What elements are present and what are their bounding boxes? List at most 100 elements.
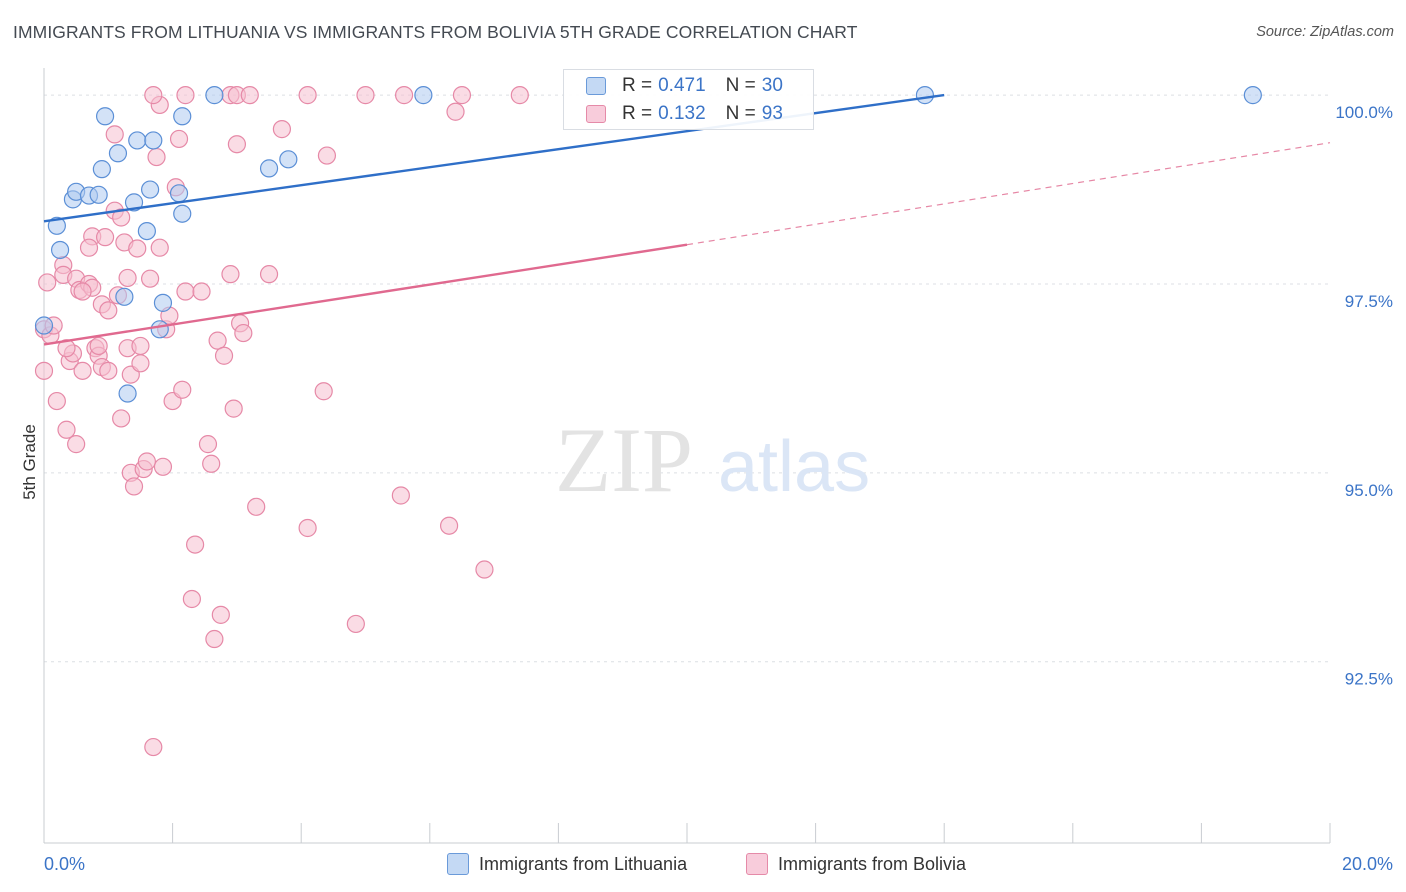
gridlines: [44, 94, 1330, 663]
lithuania-point: [150, 320, 169, 339]
bottom-swatch-lithuania: [447, 853, 469, 875]
lithuania-point: [108, 144, 128, 163]
lithuania-point: [95, 107, 115, 126]
x-tick-label-min: 0.0%: [44, 854, 85, 874]
legend-swatch-lithuania: [586, 77, 606, 95]
legend-r-lithuania: 0.471: [658, 75, 706, 96]
bolivia-point: [176, 86, 195, 105]
bolivia-point: [234, 323, 253, 343]
lithuania-point: [1243, 86, 1262, 105]
legend-n-lithuania: 30: [761, 75, 783, 96]
bolivia-points: [34, 86, 529, 757]
bolivia-point: [446, 102, 465, 121]
lithuania-points: [34, 86, 1262, 403]
bolivia-point: [510, 86, 529, 105]
lithuania-point: [205, 86, 224, 105]
bolivia-point: [186, 535, 205, 554]
bottom-label-lithuania: Immigrants from Lithuania: [479, 853, 688, 874]
lithuania-point: [115, 287, 134, 306]
bolivia-point: [169, 129, 189, 149]
bottom-legend-bolivia: Immigrants from Bolivia: [746, 851, 966, 877]
watermark-zip: ZIP: [555, 409, 693, 511]
lithuania-point: [259, 159, 279, 178]
bolivia-point: [95, 228, 115, 247]
bolivia-point: [153, 457, 173, 476]
bottom-legend-lithuania: Immigrants from Lithuania: [447, 851, 687, 877]
bolivia-point: [79, 238, 99, 257]
legend-r-label: R =: [622, 75, 653, 96]
bottom-label-bolivia: Immigrants from Bolivia: [778, 853, 967, 874]
y-tick-label: 97.5%: [1345, 292, 1393, 311]
bolivia-point: [137, 452, 156, 471]
bolivia-point: [214, 346, 234, 365]
bolivia-point: [356, 86, 375, 105]
bolivia-point: [150, 238, 169, 257]
bolivia-point: [131, 336, 150, 356]
bolivia-point: [38, 273, 57, 292]
source-label: Source: ZipAtlas.com: [1256, 24, 1394, 40]
bolivia-point: [192, 282, 211, 301]
bolivia-point: [99, 301, 118, 320]
bolivia-point: [105, 125, 124, 144]
chart-title: IMMIGRANTS FROM LITHUANIA VS IMMIGRANTS …: [13, 22, 858, 42]
lithuania-point: [92, 160, 111, 179]
bolivia-point: [57, 339, 76, 358]
legend-n-label: N =: [725, 75, 756, 96]
bolivia-point: [247, 497, 266, 516]
y-tick-label: 95.0%: [1345, 481, 1393, 500]
lithuania-point: [169, 184, 189, 203]
bolivia-point: [73, 282, 92, 301]
lithuania-point: [414, 86, 433, 105]
legend-row-lithuania: R = 0.471 N = 30: [586, 75, 803, 97]
bolivia-point: [173, 380, 192, 399]
lithuania-point: [128, 131, 147, 150]
lithuania-point: [50, 240, 70, 260]
bolivia-point: [205, 629, 224, 649]
bottom-swatch-bolivia: [746, 853, 768, 875]
legend-n-bolivia: 93: [761, 103, 783, 124]
stats-legend: R = 0.471 N = 30 R = 0.132 N = 93: [563, 69, 814, 130]
bolivia-point: [208, 331, 227, 350]
bolivia-point: [317, 146, 337, 165]
legend-r-label: R =: [622, 103, 653, 124]
y-tick-label: 100.0%: [1335, 103, 1393, 122]
bolivia-point: [112, 409, 131, 428]
bolivia-point: [272, 120, 292, 139]
bolivia-point: [227, 135, 246, 154]
legend-swatch-bolivia: [586, 105, 606, 123]
axes: [43, 68, 1331, 844]
bolivia-point: [124, 477, 144, 496]
legend-r-bolivia: 0.132: [658, 103, 706, 124]
bolivia-point: [112, 208, 131, 227]
lithuania-point: [47, 216, 66, 235]
bolivia-point: [224, 399, 243, 418]
bolivia-point: [147, 147, 166, 167]
bolivia-point: [391, 486, 410, 505]
bolivia-point: [298, 86, 317, 105]
bolivia-point: [67, 435, 86, 454]
bolivia-point: [182, 589, 201, 609]
y-tick-label: 92.5%: [1345, 670, 1393, 689]
y-axis-title: 5th Grade: [20, 424, 39, 500]
bolivia-point: [99, 361, 118, 380]
bolivia-point: [298, 518, 317, 538]
lithuania-point: [915, 86, 935, 105]
bolivia-point: [57, 420, 76, 439]
bolivia-point: [140, 269, 160, 288]
lithuania-point: [34, 316, 54, 335]
bolivia-point: [211, 605, 230, 624]
bolivia-point: [202, 454, 221, 473]
bolivia-point: [346, 614, 365, 634]
watermark-atlas: atlas: [718, 427, 870, 507]
bolivia-point: [475, 560, 494, 579]
lithuania-point: [118, 384, 137, 403]
watermark: ZIP atlas: [555, 409, 870, 511]
bolivia-point: [259, 265, 279, 284]
axis-labels: 100.0% 97.5% 95.0% 92.5% 0.0% 20.0% 5th Grade: [20, 103, 1393, 874]
lithuania-point: [153, 293, 173, 312]
bolivia-point: [439, 516, 459, 535]
lithuania-point: [140, 180, 160, 199]
bolivia-point: [118, 268, 137, 288]
trend-lines: [43, 93, 1331, 346]
